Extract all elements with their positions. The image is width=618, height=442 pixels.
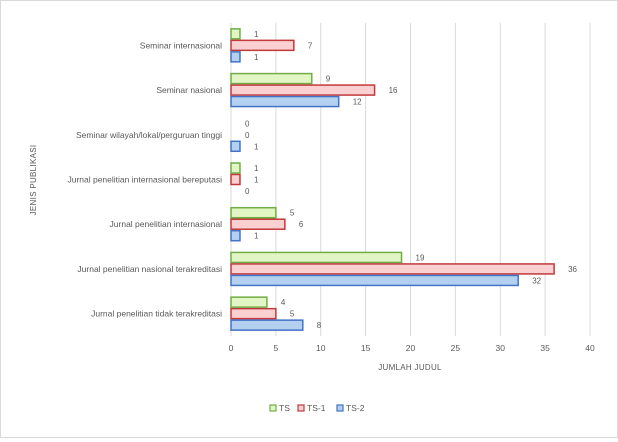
legend-label-ts-1: TS-1	[307, 403, 326, 413]
bar-ts-jurnal-penelitian-internasional-bereputasi	[230, 162, 241, 174]
data-label-ts-1-seminar-wilayah-lokal-perguruan-tinggi: 0	[245, 131, 250, 140]
data-label-ts-seminar-wilayah-lokal-perguruan-tinggi: 0	[245, 119, 250, 128]
data-label-ts-jurnal-penelitian-internasional-bereputasi: 1	[254, 164, 259, 173]
category-label-jurnal-penelitian-internasional-bereputasi: Jurnal penelitian internasional bereputa…	[67, 175, 222, 185]
bar-ts-jurnal-penelitian-nasional-terakreditasi	[230, 251, 403, 264]
bar-ts-2-jurnal-penelitian-internasional	[230, 229, 241, 242]
bar-ts-2-seminar-nasional	[230, 95, 340, 108]
x-tick-label-40: 40	[585, 343, 595, 353]
x-tick-label-30: 30	[496, 343, 506, 353]
bar-ts-seminar-nasional	[230, 72, 313, 85]
bar-ts-jurnal-penelitian-internasional	[230, 206, 277, 219]
category-label-jurnal-penelitian-internasional: Jurnal penelitian internasional	[110, 219, 223, 229]
data-label-ts-2-jurnal-penelitian-internasional-bereputasi: 0	[245, 187, 250, 196]
bar-ts-1-seminar-nasional	[230, 84, 376, 96]
data-label-ts-2-seminar-wilayah-lokal-perguruan-tinggi: 1	[254, 142, 259, 151]
gridlines	[230, 23, 591, 336]
legend-swatch-ts-1	[297, 404, 305, 412]
x-tick-label-10: 10	[316, 343, 326, 353]
x-tick-label-15: 15	[361, 343, 371, 353]
bar-ts-jurnal-penelitian-tidak-terakreditasi	[230, 296, 268, 308]
data-label-ts-seminar-nasional: 9	[326, 75, 331, 84]
x-tick-labels: 0 5 10 15 20 25 30 35 40	[229, 343, 595, 353]
x-tick-label-0: 0	[229, 343, 234, 353]
bar-ts-1-jurnal-penelitian-internasional	[230, 218, 286, 230]
data-label-ts-1-jurnal-penelitian-tidak-terakreditasi: 5	[290, 310, 295, 319]
bar-ts-1-jurnal-penelitian-internasional-bereputasi	[230, 173, 241, 186]
category-label-seminar-internasional: Seminar internasional	[140, 40, 222, 50]
bar-ts-1-jurnal-penelitian-nasional-terakreditasi	[230, 263, 555, 275]
data-label-ts-2-seminar-internasional: 1	[254, 53, 259, 62]
data-label-ts-2-seminar-nasional: 12	[353, 98, 362, 107]
y-axis-title: JENIS PUBLIKASI	[29, 145, 38, 216]
data-label-ts-jurnal-penelitian-internasional: 5	[290, 209, 295, 218]
bar-ts-seminar-internasional	[230, 28, 241, 40]
data-label-ts-2-jurnal-penelitian-tidak-terakreditasi: 8	[317, 321, 322, 330]
bar-ts-2-seminar-wilayah-lokal-perguruan-tinggi	[230, 140, 241, 153]
bar-ts-2-seminar-internasional	[230, 51, 241, 63]
data-label-ts-jurnal-penelitian-tidak-terakreditasi: 4	[281, 298, 286, 307]
bars	[230, 28, 555, 331]
data-label-ts-1-seminar-internasional: 7	[308, 41, 313, 50]
legend: TS TS-1 TS-2	[269, 403, 365, 413]
x-axis-title: JUMLAH JUDUL	[378, 363, 442, 372]
bar-ts-1-jurnal-penelitian-tidak-terakreditasi	[230, 307, 277, 320]
data-label-ts-1-seminar-nasional: 16	[389, 86, 398, 95]
legend-label-ts-2: TS-2	[346, 403, 365, 413]
category-label-seminar-wilayah-lokal-perguruan-tinggi: Seminar wilayah/lokal/perguruan tinggi	[76, 130, 222, 140]
x-tick-label-35: 35	[540, 343, 550, 353]
x-tick-label-20: 20	[406, 343, 416, 353]
data-label-ts-1-jurnal-penelitian-internasional: 6	[299, 220, 304, 229]
data-label-ts-seminar-internasional: 1	[254, 30, 259, 39]
legend-label-ts: TS	[279, 403, 290, 413]
data-label-ts-2-jurnal-penelitian-internasional: 1	[254, 232, 259, 241]
bar-ts-2-jurnal-penelitian-nasional-terakreditasi	[230, 274, 519, 287]
legend-swatch-ts-2	[336, 404, 344, 412]
category-label-jurnal-penelitian-nasional-terakreditasi: Jurnal penelitian nasional terakreditasi	[77, 264, 222, 274]
bar-ts-2-jurnal-penelitian-tidak-terakreditasi	[230, 319, 304, 331]
x-tick-label-25: 25	[451, 343, 461, 353]
data-label-ts-1-jurnal-penelitian-internasional-bereputasi: 1	[254, 176, 259, 185]
category-label-seminar-nasional: Seminar nasional	[156, 85, 222, 95]
data-label-ts-2-jurnal-penelitian-nasional-terakreditasi: 32	[532, 276, 541, 285]
data-label-ts-1-jurnal-penelitian-nasional-terakreditasi: 36	[568, 265, 577, 274]
legend-swatch-ts	[269, 404, 277, 412]
category-label-jurnal-penelitian-tidak-terakreditasi: Jurnal penelitian tidak terakreditasi	[91, 309, 222, 319]
x-tick-label-5: 5	[274, 343, 279, 353]
data-label-ts-jurnal-penelitian-nasional-terakreditasi: 19	[416, 253, 425, 262]
category-labels: Seminar internasional Seminar nasional Sem…	[67, 40, 222, 318]
bar-ts-1-seminar-internasional	[230, 39, 295, 52]
